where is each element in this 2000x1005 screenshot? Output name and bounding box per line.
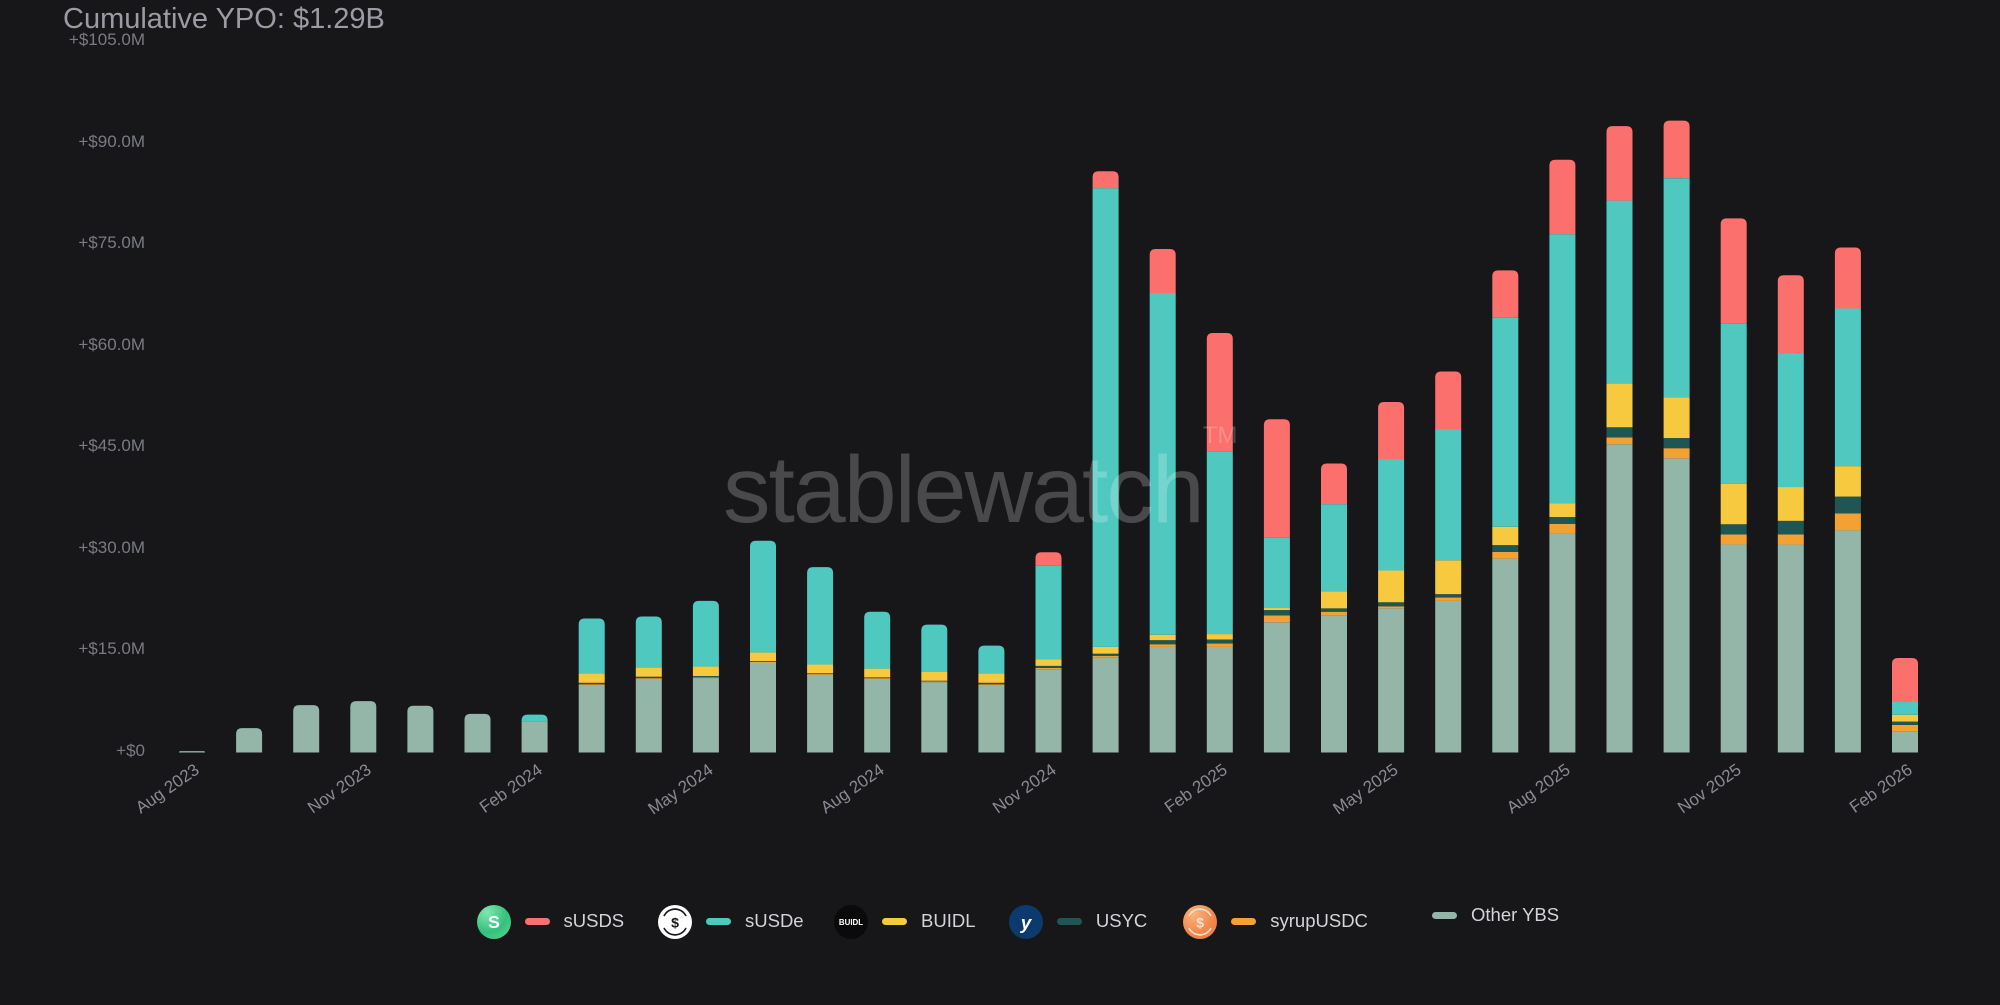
- svg-text:y: y: [1020, 913, 1033, 934]
- svg-text:BUIDL: BUIDL: [839, 918, 863, 927]
- svg-text:$: $: [671, 915, 679, 931]
- svg-text:S: S: [488, 912, 500, 932]
- svg-text:$: $: [1196, 915, 1204, 931]
